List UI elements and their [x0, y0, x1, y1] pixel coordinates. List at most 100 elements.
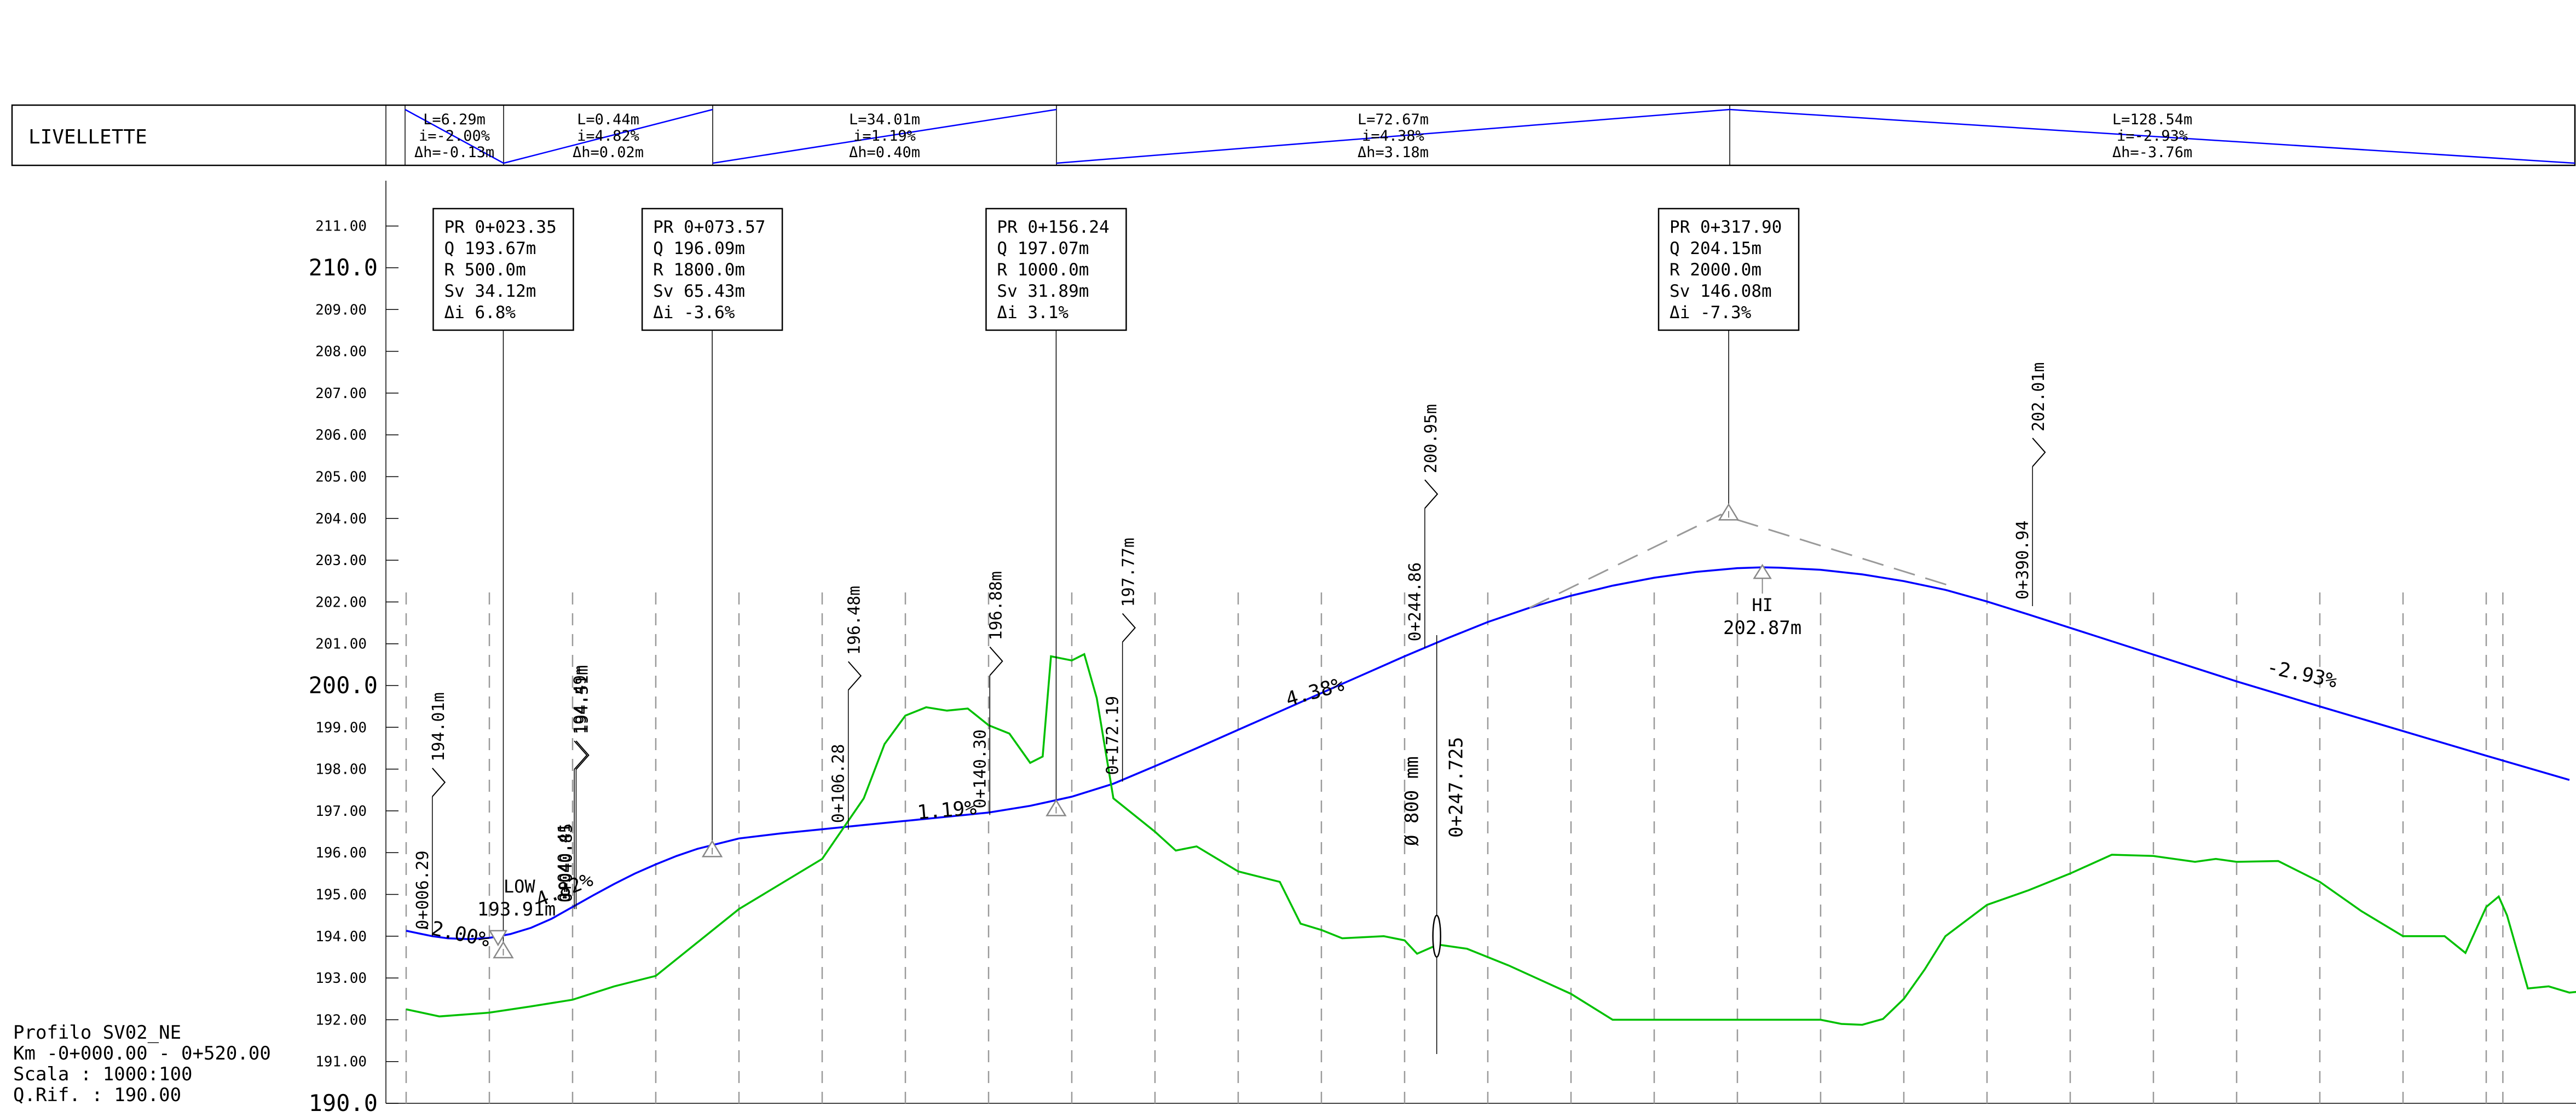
station-markers: 0+006.29194.01m0+040.41194.49m0+040.8519… [413, 362, 2048, 936]
callout-r: R 1800.0m [653, 260, 745, 280]
station-gridlines [405, 592, 2504, 1103]
segment-grade: i=1.19% [853, 128, 916, 145]
profile-series [406, 514, 2576, 1026]
marker-elevation-label: 197.77m [1119, 538, 1139, 607]
callout-di: Δi 3.1% [997, 303, 1068, 323]
marker-station-label: 0+006.29 [413, 850, 432, 930]
segment-grade: i=-2.93% [2117, 128, 2188, 145]
ground-profile-line [406, 653, 2576, 1026]
livellette-title: LIVELLETTE [28, 126, 147, 148]
grade-label: 4.38% [1283, 673, 1347, 711]
y-tick-label: 204.00 [315, 511, 367, 527]
grade-label: -2.93% [2265, 656, 2339, 693]
y-tick-label: 199.00 [315, 719, 367, 736]
elevation-axis: 190.0 191.00 192.00 193.00 194.00 195.00 196.0… [309, 181, 2576, 1116]
callout-r: R 500.0m [444, 260, 525, 280]
marker-flag-icon [1122, 613, 1136, 643]
callout-q: Q 204.15m [1670, 239, 1761, 258]
grade-label: -2.00% [418, 915, 492, 952]
high-value: 202.87m [1723, 617, 1801, 639]
elevation-ticks: 190.0 191.00 192.00 193.00 194.00 195.00 196.0… [309, 218, 398, 1116]
marker-station-label: 0+140.30 [971, 729, 990, 809]
y-tick-label: 197.00 [315, 803, 367, 820]
livellette-grade-line [503, 108, 713, 164]
low-value: 193.91m [477, 899, 556, 920]
callout-q: Q 193.67m [444, 239, 536, 258]
y-tick-label: 203.00 [315, 552, 367, 569]
marker-flag-icon [575, 740, 590, 770]
y-tick-label: 195.00 [315, 887, 367, 903]
callout-box [432, 208, 574, 331]
profile-reference-level: Q.Rif. : 190.00 [13, 1084, 181, 1106]
low-label: LOW [504, 876, 536, 897]
y-tick-label: 208.00 [315, 344, 367, 360]
y-tick-label: 201.00 [315, 636, 367, 653]
segment-length: L=6.29m [423, 111, 486, 128]
livellette-grade-line [712, 108, 1057, 164]
callout-pr: PR 0+073.57 [653, 217, 765, 237]
marker-station-label: 0+106.28 [829, 744, 848, 824]
callout-r: R 1000.0m [997, 260, 1089, 280]
marker-flag-icon [432, 768, 446, 797]
callout-r: R 2000.0m [1670, 260, 1761, 280]
livellette-grade-line [405, 108, 504, 164]
segment-delta-h: Δh=0.02m [573, 144, 644, 161]
marker-flag-icon [2032, 437, 2046, 467]
marker-flag-icon [1424, 479, 1439, 509]
callout-q: Q 196.09m [653, 239, 745, 258]
marker-station-label: 0+244.86 [1406, 562, 1425, 642]
livellette-grade-line [1056, 108, 1730, 164]
y-tick-label: 193.00 [315, 970, 367, 987]
design-grade-line [406, 566, 2570, 940]
tangent-construction-line [1529, 514, 1954, 609]
y-tick-label: 207.00 [315, 385, 367, 402]
callout-box [985, 208, 1127, 331]
marker-station-label: 0+040.85 [557, 824, 576, 903]
callout-sv: Sv 34.12m [444, 281, 536, 301]
callout-q: Q 197.07m [997, 239, 1089, 258]
livellette-grade-line [1729, 108, 2575, 164]
segment-length: L=0.44m [577, 111, 639, 128]
y-tick-label: 206.00 [315, 427, 367, 444]
profile-name: Profilo SV02_NE [13, 1022, 181, 1044]
segment-delta-h: Δh=0.40m [849, 144, 920, 161]
marker-elevation-label: 196.88m [986, 571, 1006, 640]
y-tick-label: 198.00 [315, 762, 367, 778]
pipe-crossing: Ø 800 mm 0+247.725 [1401, 635, 1468, 1054]
segment-length: L=72.67m [1358, 111, 1429, 128]
pipe-station-label: 0+247.725 [1446, 737, 1468, 838]
segment-grade: i=4.38% [1362, 128, 1424, 145]
y-tick-label: 190.0 [309, 1090, 378, 1114]
y-tick-label: 196.00 [315, 845, 367, 861]
segment-grade: i=4.82% [577, 128, 639, 145]
low-point-icon [488, 930, 508, 947]
callout-di: Δi -7.3% [1670, 303, 1752, 323]
marker-station-label: 0+390.94 [2013, 521, 2032, 600]
marker-elevation-label: 194.51m [573, 665, 592, 734]
callout-box [641, 208, 783, 331]
high-point-icon [1753, 563, 1772, 579]
segment-delta-h: Δh=-0.13m [414, 144, 494, 161]
y-tick-label: 205.00 [315, 469, 367, 486]
marker-elevation-label: 200.95m [1422, 404, 1441, 473]
callout-pr: PR 0+156.24 [997, 217, 1109, 237]
segment-length: L=128.54m [2112, 111, 2192, 128]
y-tick-label: 194.00 [315, 929, 367, 945]
livellette-segments: L=6.29mi=-2.00%Δh=-0.13mL=0.44mi=4.82%Δh… [385, 105, 2575, 165]
grade-labels: -2.00%4.82%1.19%4.38% -2.93% [418, 656, 2339, 952]
callout-di: Δi -3.6% [653, 303, 735, 323]
marker-flag-icon [989, 646, 1003, 676]
callout-box [1657, 208, 1800, 331]
y-tick-label: 210.0 [309, 254, 378, 281]
segment-delta-h: Δh=3.18m [1358, 144, 1429, 161]
callout-sv: Sv 65.43m [653, 281, 745, 301]
marker-elevation-label: 196.48m [845, 586, 864, 655]
pipe-diameter-label: Ø 800 mm [1401, 756, 1423, 846]
segment-grade: i=-2.00% [419, 128, 490, 145]
y-tick-label: 209.00 [315, 302, 367, 318]
